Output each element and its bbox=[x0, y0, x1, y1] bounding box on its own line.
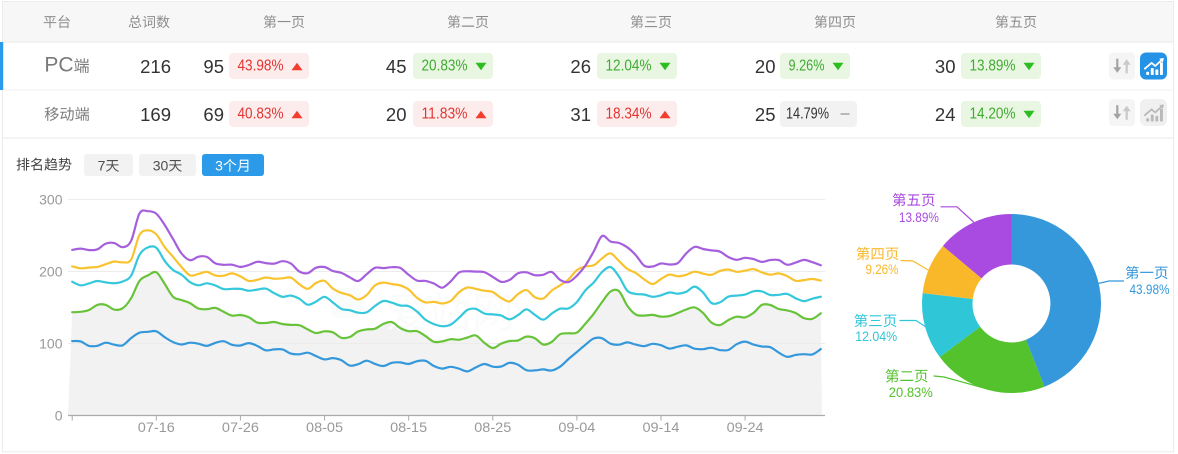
svg-text:45: 45 bbox=[386, 56, 407, 77]
svg-text:30: 30 bbox=[153, 158, 169, 174]
svg-text:216: 216 bbox=[140, 56, 171, 77]
svg-text:13.89%: 13.89% bbox=[899, 210, 939, 225]
svg-text:09-14: 09-14 bbox=[642, 419, 679, 435]
svg-text:07-16: 07-16 bbox=[138, 419, 175, 435]
svg-text:11.83%: 11.83% bbox=[422, 106, 468, 123]
svg-text:300: 300 bbox=[39, 191, 63, 207]
svg-text:7: 7 bbox=[98, 158, 106, 174]
svg-text:13.89%: 13.89% bbox=[970, 58, 1016, 75]
svg-text:30: 30 bbox=[935, 56, 956, 77]
svg-text:07-26: 07-26 bbox=[222, 419, 259, 435]
svg-text:09-24: 09-24 bbox=[727, 419, 764, 435]
svg-text:12.04%: 12.04% bbox=[606, 58, 652, 75]
svg-text:08-15: 08-15 bbox=[390, 419, 427, 435]
svg-text:08-05: 08-05 bbox=[306, 419, 343, 435]
svg-text:20.83%: 20.83% bbox=[889, 385, 933, 400]
svg-text:12.04%: 12.04% bbox=[855, 329, 897, 344]
svg-text:69: 69 bbox=[203, 104, 224, 125]
svg-text:08-25: 08-25 bbox=[474, 419, 511, 435]
svg-text:25: 25 bbox=[755, 104, 776, 125]
svg-text:20: 20 bbox=[386, 104, 407, 125]
svg-text:0: 0 bbox=[55, 407, 63, 423]
svg-text:09-04: 09-04 bbox=[558, 419, 595, 435]
svg-text:PC: PC bbox=[44, 54, 73, 77]
svg-text:31: 31 bbox=[570, 104, 591, 125]
svg-text:43.98%: 43.98% bbox=[1130, 282, 1170, 297]
svg-text:9.26%: 9.26% bbox=[866, 262, 899, 277]
svg-text:20.83%: 20.83% bbox=[422, 58, 468, 75]
svg-text:40.83%: 40.83% bbox=[238, 106, 284, 123]
svg-text:200: 200 bbox=[39, 263, 63, 279]
svg-text:9.26%: 9.26% bbox=[789, 58, 825, 75]
svg-text:24: 24 bbox=[935, 104, 956, 125]
svg-text:26: 26 bbox=[570, 56, 591, 77]
svg-text:14.20%: 14.20% bbox=[970, 106, 1016, 123]
svg-text:20: 20 bbox=[755, 56, 776, 77]
svg-text:169: 169 bbox=[140, 104, 171, 125]
svg-text:43.98%: 43.98% bbox=[238, 58, 284, 75]
svg-text:14.79%: 14.79% bbox=[786, 106, 829, 123]
svg-text:3: 3 bbox=[215, 158, 223, 174]
svg-text:18.34%: 18.34% bbox=[606, 106, 652, 123]
svg-text:95: 95 bbox=[203, 56, 224, 77]
svg-text:100: 100 bbox=[39, 335, 63, 351]
